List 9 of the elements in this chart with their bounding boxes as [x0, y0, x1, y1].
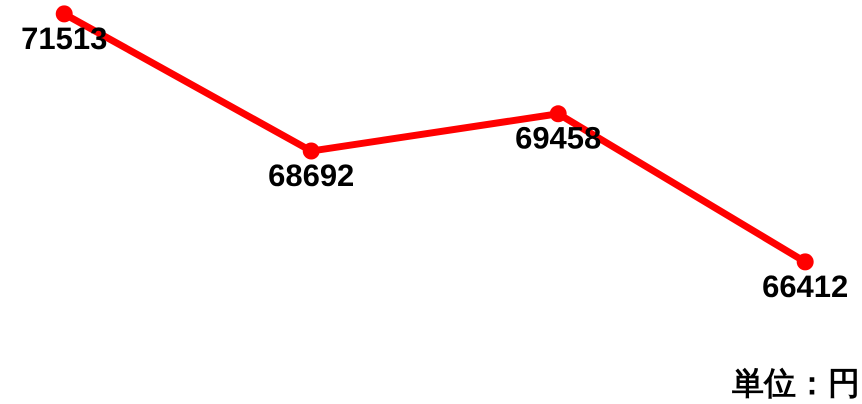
point	[796, 253, 814, 270]
data-label: 69458	[515, 120, 602, 156]
data-label: 66412	[762, 268, 848, 304]
point	[56, 5, 73, 22]
data-label: 68692	[268, 158, 354, 193]
point	[550, 105, 567, 122]
data-label: 71513	[21, 20, 108, 56]
point	[302, 142, 320, 160]
text: 単位：円	[732, 364, 860, 402]
